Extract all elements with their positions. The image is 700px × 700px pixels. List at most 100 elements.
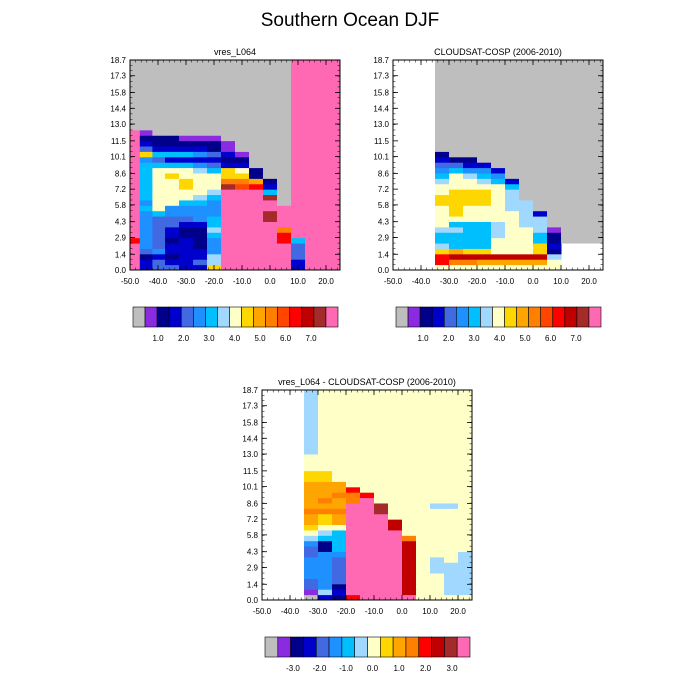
heatmap-cell	[179, 129, 194, 136]
heatmap-cell	[360, 470, 375, 477]
heatmap-cell	[477, 226, 492, 233]
colorbar-label: 1.0	[152, 334, 164, 343]
heatmap-cell	[165, 205, 180, 212]
x-tick-label: 20.0	[450, 607, 466, 616]
heatmap-cell	[318, 476, 333, 482]
heatmap-cell	[477, 199, 492, 206]
heatmap-cell	[304, 513, 319, 520]
heatmap-cell	[374, 454, 389, 461]
heatmap-cell	[130, 248, 141, 255]
y-tick-label: 8.6	[378, 169, 390, 178]
heatmap-cell	[477, 189, 492, 196]
heatmap-cell	[444, 508, 459, 515]
heatmap-cell	[477, 237, 492, 244]
heatmap-cell	[179, 237, 194, 244]
heatmap-cell	[444, 481, 459, 488]
heatmap-cell	[277, 167, 292, 174]
plot-frame	[261, 389, 473, 601]
heatmap-cell	[491, 221, 506, 228]
heatmap-cell	[435, 178, 450, 185]
heatmap-cell	[249, 146, 264, 152]
heatmap-cell	[221, 189, 236, 196]
heatmap-cell	[388, 459, 403, 466]
heatmap-cell	[463, 178, 478, 185]
heatmap-cell	[193, 151, 208, 158]
heatmap-cell	[444, 476, 459, 482]
heatmap-cell	[152, 194, 166, 201]
heatmap-cell	[449, 216, 464, 222]
heatmap-cell	[332, 519, 347, 526]
heatmap-cell	[561, 162, 604, 169]
heatmap-cell	[463, 221, 478, 228]
heatmap-cell	[249, 221, 264, 228]
heatmap-cell	[152, 140, 166, 147]
heatmap-cell	[221, 140, 236, 147]
colorbar-swatch	[168, 306, 182, 328]
heatmap-cell	[360, 551, 375, 558]
heatmap-cell	[277, 146, 292, 152]
y-tick-label: 1.4	[247, 580, 259, 589]
heatmap-cell	[533, 167, 548, 174]
heatmap-cell	[193, 60, 208, 131]
heatmap-cell	[179, 60, 194, 131]
heatmap-cell	[463, 162, 478, 169]
heatmap-cell	[305, 146, 341, 152]
heatmap-cell	[304, 508, 319, 515]
heatmap-cell	[221, 226, 236, 233]
heatmap-cell	[416, 540, 431, 547]
heatmap-cell	[346, 589, 361, 596]
colorbar-swatch	[528, 306, 542, 328]
x-tick-label: -10.0	[233, 277, 252, 286]
heatmap-cell	[193, 226, 208, 233]
heatmap-cell	[374, 567, 389, 574]
heatmap-cell	[152, 167, 166, 174]
heatmap-cell	[304, 573, 319, 579]
colorbar-label: 7.0	[570, 334, 582, 343]
colorbar-label: -3.0	[286, 664, 300, 673]
colorbar-swatch	[303, 636, 317, 658]
heatmap-cell	[435, 259, 450, 266]
heatmap-cell	[505, 167, 520, 174]
y-tick-label: 8.6	[115, 169, 127, 178]
heatmap-cell	[416, 465, 431, 472]
heatmap-cell	[505, 264, 520, 271]
heatmap-cell	[449, 167, 464, 174]
heatmap-cell	[444, 524, 459, 531]
heatmap-cell	[130, 259, 141, 266]
heatmap-cell	[304, 470, 319, 477]
heatmap-cell	[193, 237, 208, 244]
heatmap-cell	[179, 178, 194, 185]
heatmap-cell	[221, 264, 236, 271]
heatmap-cell	[235, 146, 250, 152]
heatmap-cell	[435, 243, 450, 249]
colorbar-label: 1.0	[393, 664, 405, 673]
heatmap-cell	[477, 221, 492, 228]
heatmap-cell	[444, 454, 459, 461]
colorbar-swatch	[313, 306, 327, 328]
heatmap-cell	[130, 199, 141, 206]
x-tick-label: -30.0	[177, 277, 196, 286]
heatmap-cell	[263, 243, 278, 249]
heatmap-cell	[477, 156, 492, 163]
heatmap-cell	[332, 583, 347, 590]
heatmap-cell	[304, 540, 319, 547]
heatmap-cell	[304, 454, 319, 461]
heatmap-cell	[235, 129, 250, 136]
colorbar-swatch	[325, 306, 339, 328]
heatmap-cell	[139, 162, 153, 169]
colorbar-swatch	[277, 636, 291, 658]
heatmap-cell	[207, 189, 222, 196]
heatmap-cell	[533, 194, 548, 201]
heatmap-cell	[360, 573, 375, 579]
colorbar-label: 2.0	[420, 664, 432, 673]
heatmap-cell	[179, 151, 194, 158]
heatmap-cell	[402, 589, 417, 596]
heatmap-cell	[139, 135, 153, 142]
heatmap-cell	[165, 248, 180, 255]
x-tick-label: 0.0	[264, 277, 276, 286]
heatmap-cell	[430, 546, 445, 552]
heatmap-cell	[152, 248, 166, 255]
heatmap-cell	[416, 583, 431, 590]
heatmap-cell	[139, 194, 153, 201]
heatmap-cell	[277, 178, 292, 185]
